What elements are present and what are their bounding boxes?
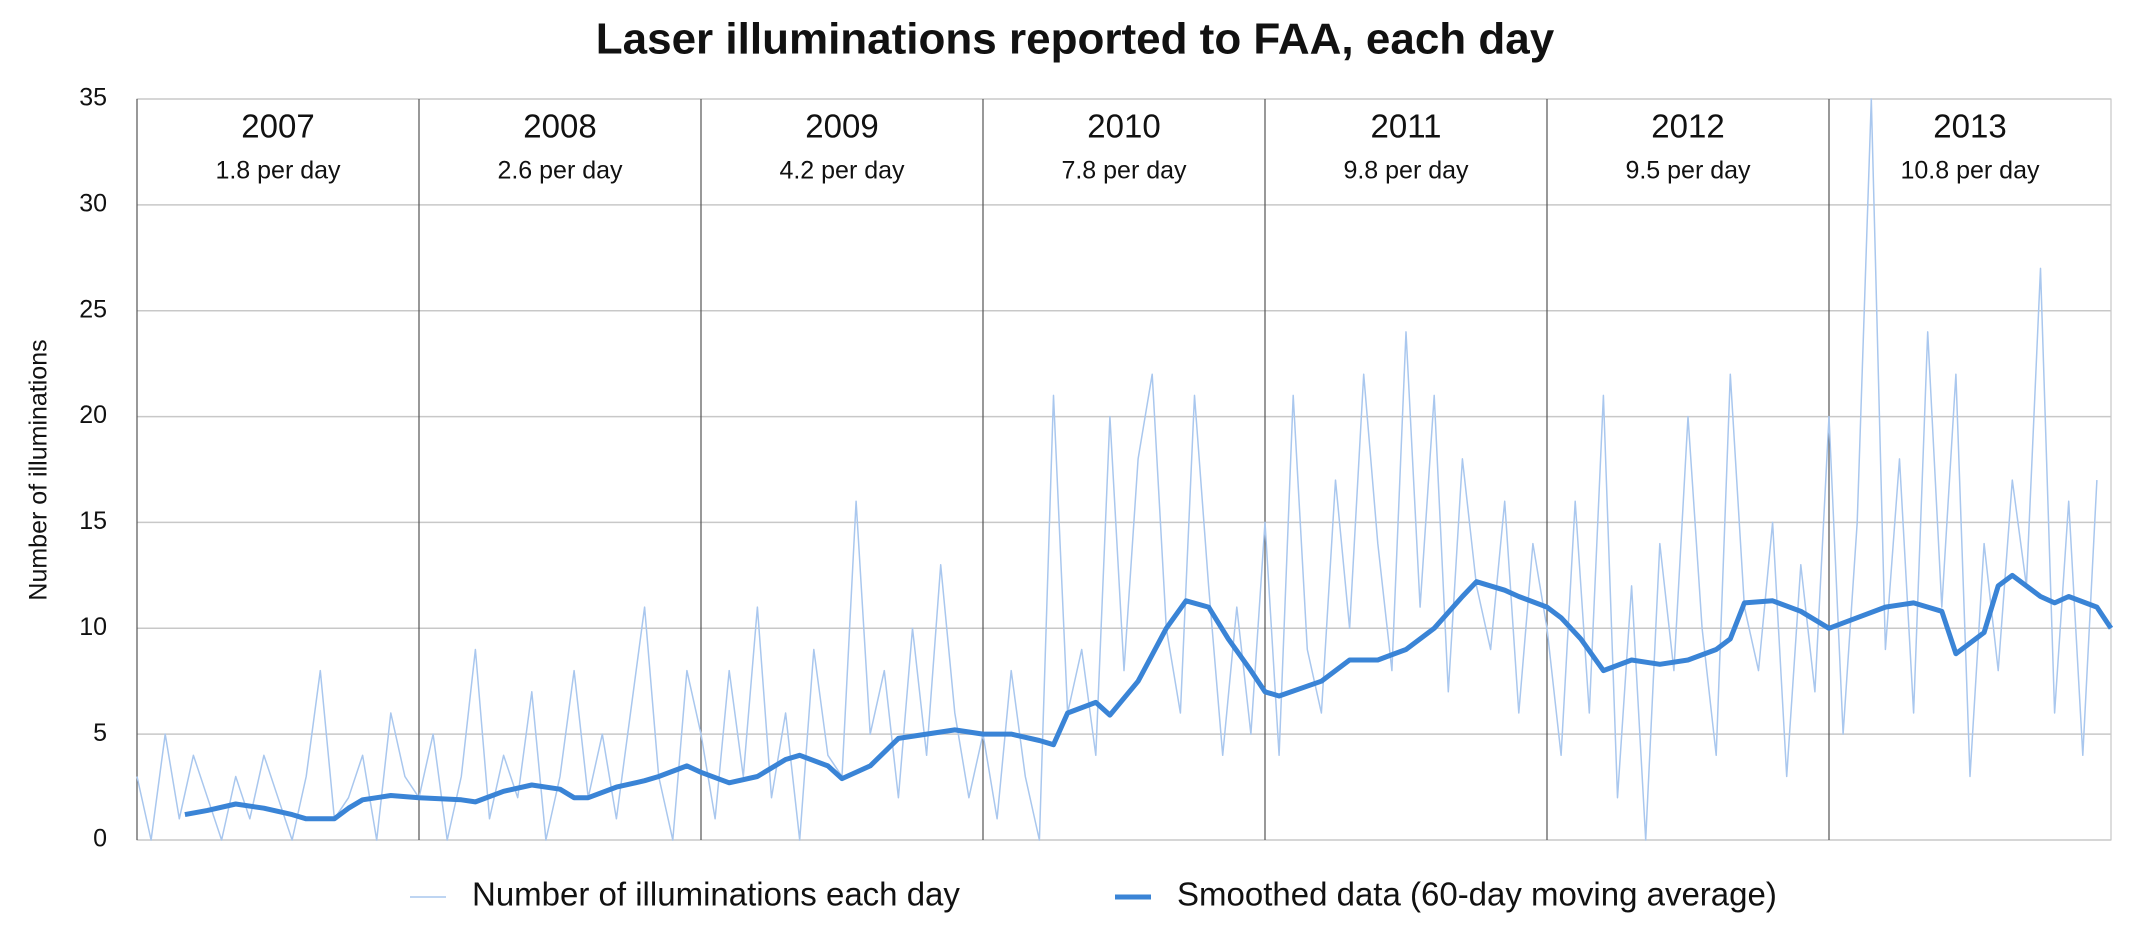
chart-title: Laser illuminations reported to FAA, eac… (596, 15, 1555, 64)
year-rate: 7.8 per day (1061, 157, 1187, 185)
y-tick-label: 25 (79, 295, 107, 323)
year-rate: 9.8 per day (1343, 157, 1469, 185)
y-tick-label: 10 (79, 613, 107, 641)
y-tick-label: 35 (79, 84, 107, 112)
year-rate: 4.2 per day (779, 157, 905, 185)
year-label: 2010 (1087, 108, 1160, 145)
legend-label: Number of illuminations each day (472, 876, 960, 913)
year-label: 2013 (1933, 108, 2006, 145)
year-rate: 1.8 per day (215, 157, 341, 185)
y-tick-label: 0 (93, 825, 107, 853)
y-tick-label: 20 (79, 401, 107, 429)
year-label: 2008 (523, 108, 596, 145)
y-tick-label: 5 (93, 719, 107, 747)
year-rate: 10.8 per day (1901, 157, 2040, 185)
year-label: 2011 (1371, 108, 1442, 145)
plot-area (136, 98, 2112, 841)
year-label: 2007 (241, 108, 314, 145)
y-tick-label: 15 (79, 507, 107, 535)
series-line (136, 98, 2098, 841)
y-axis-label: Number of illuminations (25, 339, 53, 600)
y-tick-label: 30 (79, 189, 107, 217)
year-rate: 2.6 per day (497, 157, 623, 185)
year-rate: 9.5 per day (1625, 157, 1751, 185)
year-label: 2012 (1651, 108, 1724, 145)
legend-label: Smoothed data (60-day moving average) (1177, 876, 1777, 913)
series-line (184, 572, 2114, 822)
year-label: 2009 (805, 108, 878, 145)
